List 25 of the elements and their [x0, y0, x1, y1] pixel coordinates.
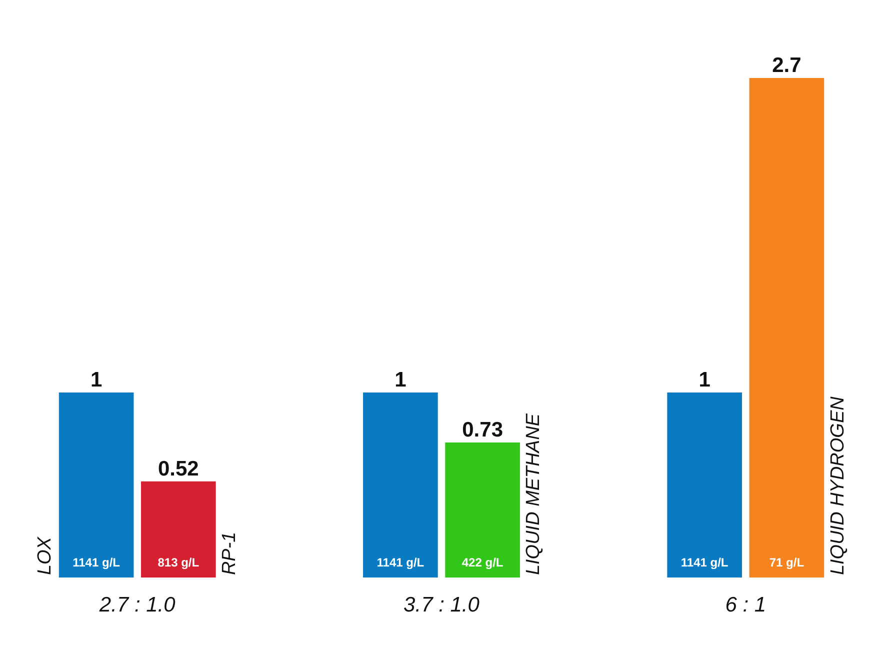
annotation: 1141 g/L	[376, 556, 424, 570]
bar	[58, 392, 134, 578]
data-label: 2.7	[772, 54, 802, 77]
data-label: 1	[698, 368, 711, 392]
bar	[141, 481, 216, 578]
annotation: 422 g/L	[462, 556, 504, 570]
data-label: 1	[90, 368, 102, 392]
annotation: 813 g/L	[158, 556, 200, 570]
x-tick-label: 6 : 1	[725, 594, 766, 617]
data-label: 0.73	[462, 418, 503, 442]
text: RP-1	[219, 532, 240, 576]
bar	[445, 442, 520, 578]
annotation: 71 g/L	[769, 556, 804, 570]
x-tick-label: 2.7 : 1.0	[98, 594, 176, 617]
bar	[667, 392, 742, 578]
data-label: 1	[394, 368, 407, 392]
annotation: 1141 g/L	[680, 556, 728, 570]
bar	[749, 78, 824, 578]
annotation: 1141 g/L	[72, 556, 120, 570]
text: LIQUID HYDROGEN	[827, 396, 848, 576]
x-tick-label: 3.7 : 1.0	[404, 594, 480, 617]
text: LOX	[34, 536, 56, 576]
bar	[363, 392, 438, 578]
text: LIQUID METHANE	[523, 413, 544, 576]
data-label: 0.52	[158, 457, 199, 480]
